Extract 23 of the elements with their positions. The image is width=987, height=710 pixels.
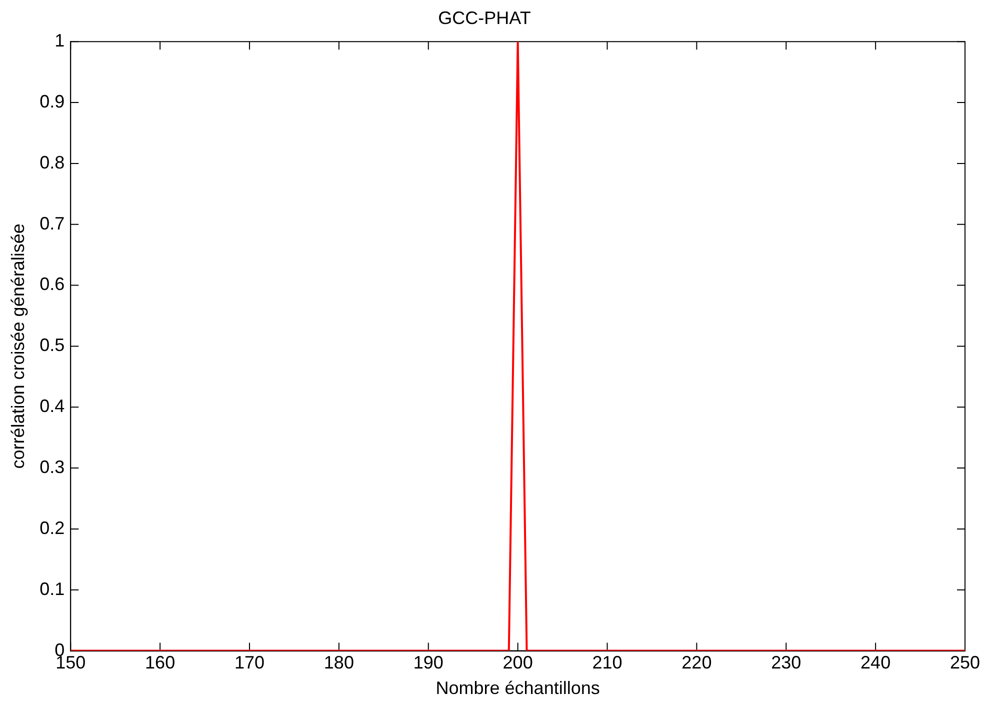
x-tick-label: 240 bbox=[860, 652, 891, 673]
y-tick-label: 0.6 bbox=[40, 274, 65, 294]
y-tick-label: 1 bbox=[54, 30, 65, 51]
x-tick-label: 200 bbox=[502, 652, 533, 673]
x-tick-label: 220 bbox=[682, 652, 712, 673]
y-axis-title: corrélation croisée généralisée bbox=[8, 224, 28, 469]
x-tick-label: 160 bbox=[145, 652, 176, 673]
y-tick-label: 0.2 bbox=[40, 518, 65, 538]
chart-title: GCC-PHAT bbox=[438, 8, 531, 28]
y-tick-label: 0.4 bbox=[40, 396, 65, 416]
x-tick-label: 170 bbox=[234, 652, 265, 673]
x-tick-label: 230 bbox=[771, 652, 802, 673]
x-tick-label: 210 bbox=[592, 652, 622, 673]
y-tick-label: 0.5 bbox=[40, 335, 65, 356]
y-tick-label: 0.7 bbox=[40, 213, 65, 234]
x-tick-label: 190 bbox=[413, 652, 444, 673]
x-tick-label: 250 bbox=[950, 652, 980, 673]
x-tick-label: 180 bbox=[324, 652, 354, 673]
x-axis-title: Nombre échantillons bbox=[436, 678, 600, 698]
y-tick-label: 0.9 bbox=[40, 91, 65, 112]
y-tick-label: 0.8 bbox=[40, 152, 65, 172]
y-tick-label: 0.3 bbox=[40, 457, 65, 478]
y-tick-label: 0.1 bbox=[40, 578, 65, 599]
